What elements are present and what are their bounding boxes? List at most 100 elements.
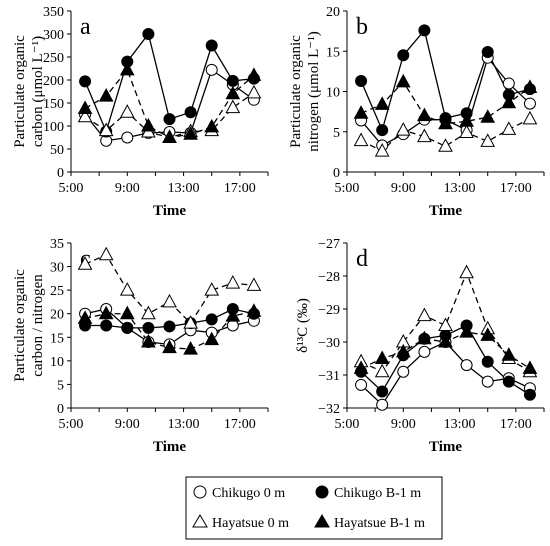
data-point xyxy=(355,378,368,391)
data-point xyxy=(162,129,177,143)
panel-letter: d xyxy=(356,246,368,272)
y-tick-label: −32 xyxy=(318,402,340,417)
series-line-hayatsue-b-1-m xyxy=(360,80,531,125)
data-point xyxy=(522,110,538,125)
panel-letter: a xyxy=(80,14,91,40)
y-tick-label: −28 xyxy=(318,270,340,285)
data-point xyxy=(226,319,239,332)
data-point xyxy=(459,264,474,279)
y-tick-label: 300 xyxy=(43,28,64,43)
data-point xyxy=(141,117,156,132)
series-line-hayatsue-b-1-m xyxy=(84,310,255,350)
data-point xyxy=(184,106,197,119)
y-tick-label: 15 xyxy=(50,331,64,346)
data-point xyxy=(142,321,155,334)
filled-circle-marker-icon xyxy=(315,485,329,499)
y-tick-label: 0 xyxy=(57,166,64,181)
legend-label: Chikugo B-1 m xyxy=(334,486,421,501)
filled-triangle-marker-icon xyxy=(314,514,330,528)
x-tick-label: 5:00 xyxy=(59,181,84,196)
x-tick-label: 5:00 xyxy=(59,417,84,432)
data-point xyxy=(395,343,411,358)
x-axis-title: Time xyxy=(153,439,186,455)
data-point xyxy=(501,347,517,361)
y-axis-title-line: nitrogen (μmol L⁻¹) xyxy=(306,31,322,151)
y-tick-label: 0 xyxy=(57,402,64,417)
data-point xyxy=(79,75,92,88)
y-tick-label: 10 xyxy=(50,355,64,370)
data-point xyxy=(522,79,538,93)
data-point xyxy=(246,277,262,291)
y-tick-label: 200 xyxy=(43,74,64,89)
data-point xyxy=(100,319,113,332)
data-point xyxy=(204,282,220,296)
x-tick-label: 5:00 xyxy=(335,181,360,196)
x-tick-label: 9:00 xyxy=(391,417,416,432)
data-point xyxy=(121,321,134,334)
y-tick-label: 50 xyxy=(50,143,64,158)
data-point xyxy=(523,97,536,110)
data-point xyxy=(438,138,453,152)
data-point xyxy=(183,126,198,140)
y-tick-label: 100 xyxy=(43,120,64,135)
data-point xyxy=(141,333,156,348)
data-point xyxy=(163,113,176,126)
data-point xyxy=(225,308,241,322)
data-point xyxy=(481,355,494,368)
open-triangle-marker-icon xyxy=(192,514,208,528)
data-point xyxy=(481,46,494,59)
y-tick-label: −27 xyxy=(318,237,340,252)
chart-panel-a: 0 50 100 150 200 250 300 350 5:00 9:00 13:00 17:00 T… xyxy=(12,5,269,219)
panel-letter: b xyxy=(356,14,368,40)
y-axis-title-line: Particulate organic xyxy=(288,35,304,148)
y-tick-label: 20 xyxy=(326,5,340,20)
data-point xyxy=(205,313,218,326)
chart-panel-c: 0 5 10 15 20 25 30 35 5:00 9:00 13:00 17:00 Time Part… xyxy=(12,237,269,455)
data-point xyxy=(246,84,262,99)
data-point xyxy=(225,99,241,114)
data-point xyxy=(98,305,114,320)
series-line-hayatsue-0-m xyxy=(360,118,531,152)
x-tick-label: 5:00 xyxy=(335,417,360,432)
data-point xyxy=(418,345,431,358)
data-point xyxy=(459,324,474,338)
data-point xyxy=(119,61,135,76)
data-point xyxy=(501,121,517,135)
x-tick-label: 13:00 xyxy=(444,417,476,432)
data-point xyxy=(183,315,198,329)
data-point xyxy=(522,360,538,374)
y-tick-label: 250 xyxy=(43,51,64,66)
legend-entry-hayatsue-0m: Hayatsue 0 m xyxy=(192,514,289,531)
data-point xyxy=(205,63,218,76)
x-axis-title: Time xyxy=(153,203,186,219)
data-point xyxy=(417,107,432,122)
data-point xyxy=(502,375,515,388)
data-point xyxy=(121,131,134,144)
y-tick-label: −31 xyxy=(318,369,340,384)
data-point xyxy=(353,132,369,147)
data-point xyxy=(119,282,135,296)
data-point xyxy=(77,256,93,270)
y-axis-title-line: Particulate organic xyxy=(12,35,28,148)
y-tick-label: 35 xyxy=(50,237,64,252)
data-point xyxy=(438,115,453,130)
x-tick-label: 9:00 xyxy=(115,181,140,196)
data-point xyxy=(374,363,390,378)
data-point xyxy=(98,122,114,137)
x-tick-label: 9:00 xyxy=(391,181,416,196)
data-point xyxy=(374,96,390,110)
x-tick-label: 9:00 xyxy=(115,417,140,432)
x-tick-label: 17:00 xyxy=(500,417,532,432)
data-point xyxy=(502,77,515,90)
y-tick-label: 5 xyxy=(333,126,340,141)
y-tick-label: 10 xyxy=(326,86,340,101)
data-point xyxy=(162,293,177,308)
x-tick-label: 13:00 xyxy=(168,181,200,196)
data-point xyxy=(77,108,93,123)
y-tick-label: −30 xyxy=(318,336,340,351)
y-axis-title-line: Particulate organic xyxy=(12,269,28,382)
data-point xyxy=(119,104,135,118)
series-line-hayatsue-0-m xyxy=(360,270,531,373)
data-point xyxy=(438,333,453,348)
